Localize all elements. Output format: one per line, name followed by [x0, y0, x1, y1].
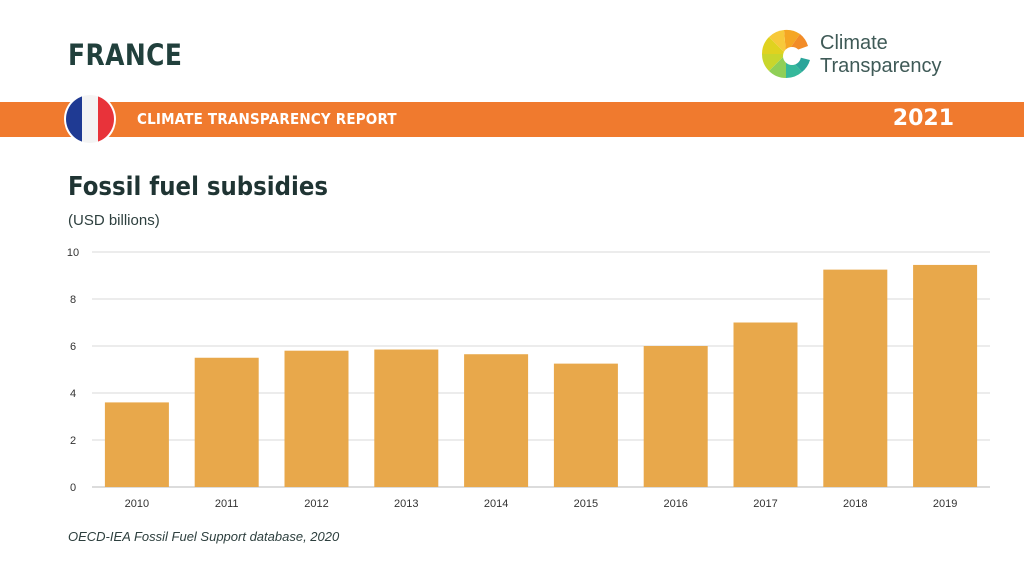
- bar: [284, 350, 349, 487]
- y-tick-label: 4: [70, 388, 76, 400]
- bar: [464, 354, 529, 487]
- x-tick-label: 2018: [843, 498, 867, 510]
- y-tick-label: 10: [67, 247, 79, 259]
- bar: [913, 264, 978, 487]
- report-banner: CLIMATE TRANSPARENCY REPORT 2021: [0, 102, 1024, 137]
- bar: [104, 402, 169, 487]
- climate-transparency-logo: Climate Transparency: [758, 26, 978, 86]
- x-tick-label: 2016: [663, 498, 687, 510]
- y-tick-label: 2: [70, 435, 76, 447]
- source-note: OECD-IEA Fossil Fuel Support database, 2…: [68, 529, 340, 544]
- bar: [733, 322, 798, 487]
- y-tick-label: 6: [70, 341, 76, 353]
- country-title: FRANCE: [68, 38, 183, 72]
- banner-title: CLIMATE TRANSPARENCY REPORT: [137, 110, 397, 128]
- x-tick-label: 2011: [215, 498, 239, 510]
- x-tick-label: 2019: [933, 498, 957, 510]
- x-tick-label: 2012: [304, 498, 328, 510]
- logo-sunburst-icon: [761, 29, 810, 79]
- banner-year: 2021: [892, 106, 954, 131]
- x-tick-label: 2014: [484, 498, 508, 510]
- x-tick-label: 2010: [125, 498, 149, 510]
- y-tick-label: 8: [70, 294, 76, 306]
- x-tick-label: 2017: [753, 498, 777, 510]
- france-flag-icon: [64, 93, 116, 145]
- bar: [823, 269, 888, 487]
- bar: [194, 357, 259, 487]
- chart-title: Fossil fuel subsidies: [68, 172, 328, 202]
- bar: [553, 363, 618, 487]
- logo-line-2: Transparency: [820, 55, 942, 77]
- y-tick-label: 0: [70, 482, 76, 494]
- bar: [374, 349, 439, 487]
- logo-line-1: Climate: [820, 32, 888, 54]
- bar: [643, 346, 708, 487]
- chart-unit-label: (USD billions): [68, 212, 160, 229]
- x-tick-label: 2015: [574, 498, 598, 510]
- x-tick-label: 2013: [394, 498, 418, 510]
